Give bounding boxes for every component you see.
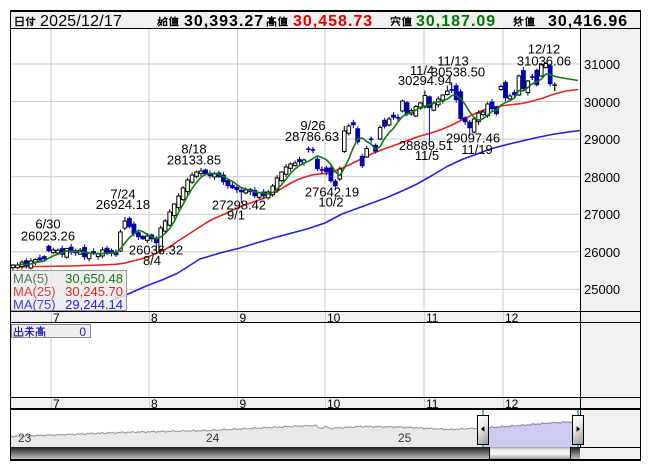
svg-text:12/12: 12/12 <box>528 42 561 57</box>
svg-text:26924.18: 26924.18 <box>96 197 150 212</box>
svg-text:28133.85: 28133.85 <box>167 153 221 168</box>
svg-text:9/1: 9/1 <box>227 208 245 223</box>
svg-text:11/4: 11/4 <box>410 63 434 78</box>
svg-text:30538.50: 30538.50 <box>431 65 485 80</box>
svg-text:6/30: 6/30 <box>35 217 60 232</box>
svg-text:7/24: 7/24 <box>110 187 135 202</box>
svg-text:29097.46: 29097.46 <box>446 131 500 146</box>
svg-text:27298.42: 27298.42 <box>212 198 266 213</box>
svg-text:24: 24 <box>206 431 220 445</box>
svg-text:31036.06: 31036.06 <box>517 54 571 69</box>
svg-text:9/26: 9/26 <box>300 118 325 133</box>
svg-text:26036.32: 26036.32 <box>129 243 183 258</box>
svg-text:11/13: 11/13 <box>437 54 469 69</box>
svg-text:28889.51: 28889.51 <box>399 138 453 153</box>
svg-text:8/4: 8/4 <box>143 253 161 268</box>
svg-text:26023.26: 26023.26 <box>21 229 75 244</box>
svg-text:11/19: 11/19 <box>461 142 493 157</box>
svg-text:11/5: 11/5 <box>415 148 439 163</box>
svg-text:8/18: 8/18 <box>181 142 206 157</box>
svg-text:28786.63: 28786.63 <box>285 129 339 144</box>
svg-text:27642.19: 27642.19 <box>305 185 359 200</box>
svg-text:23: 23 <box>18 431 32 445</box>
svg-text:25: 25 <box>398 431 412 445</box>
svg-text:30294.94: 30294.94 <box>398 73 452 88</box>
svg-text:10/2: 10/2 <box>318 195 343 210</box>
